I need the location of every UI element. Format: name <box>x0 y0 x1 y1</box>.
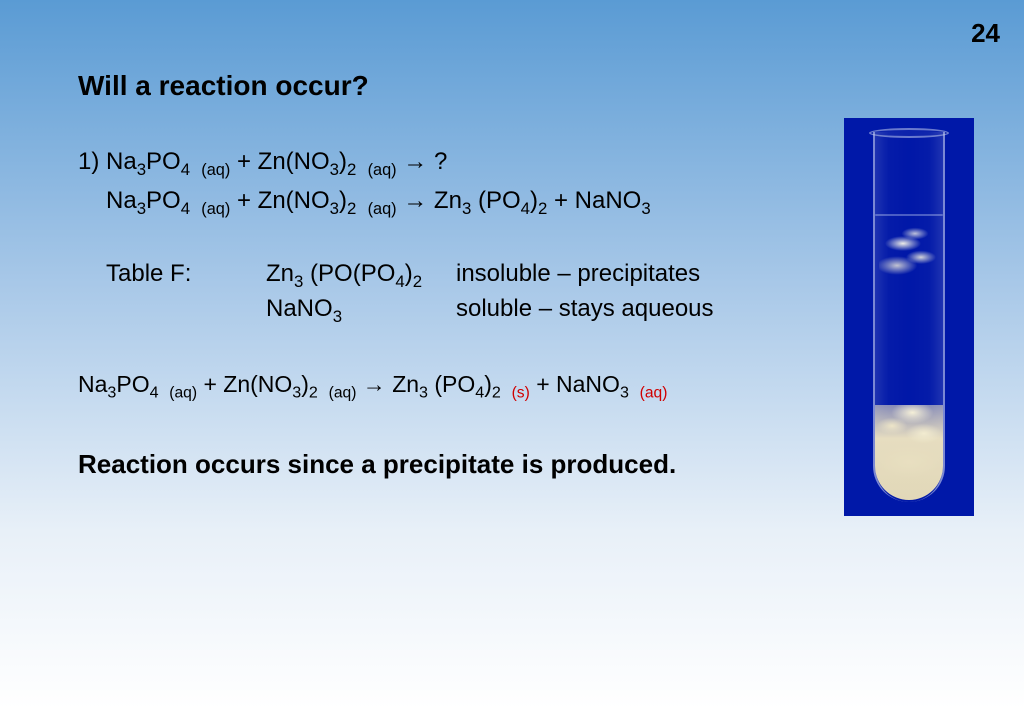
reactant-a2: PO <box>146 187 181 214</box>
eq-number: 1) <box>78 148 99 175</box>
slide-title: Will a reaction occur? <box>78 68 758 104</box>
product-a3: ) <box>484 371 492 397</box>
plus: + <box>237 148 251 175</box>
state-aq: (aq) <box>329 384 357 401</box>
equation-block-1: 1) Na3PO4 (aq) + Zn(NO3)2 (aq) → ? Na3PO… <box>78 146 758 220</box>
sub: 2 <box>347 160 356 179</box>
reactant-a: Na <box>106 148 137 175</box>
sub: 2 <box>538 199 547 218</box>
sub: 4 <box>181 160 190 179</box>
state-aq: (aq) <box>368 200 397 218</box>
sub: 2 <box>413 272 422 291</box>
state-aq: (aq) <box>201 200 230 218</box>
table-f-label-empty <box>106 293 266 328</box>
qmark: ? <box>434 148 447 175</box>
product-a3: ) <box>530 187 538 214</box>
test-tube-image <box>844 118 974 516</box>
reactant-b: Zn(NO <box>223 371 292 397</box>
conclusion: Reaction occurs since a precipitate is p… <box>78 448 758 482</box>
sub: 3 <box>294 272 303 291</box>
product-b: NaNO <box>556 371 620 397</box>
tube-rim <box>869 128 949 138</box>
arrow-icon: → <box>363 371 386 397</box>
reactant-b2: ) <box>339 148 347 175</box>
liquid-surface <box>875 214 943 216</box>
sub: 4 <box>475 383 484 401</box>
reactant-b2: ) <box>339 187 347 214</box>
table-f-block: Table F: Zn3 (PO(PO4)2 insoluble – preci… <box>78 258 758 327</box>
state-aq: (aq) <box>368 161 397 179</box>
slide-content: Will a reaction occur? 1) Na3PO4 (aq) + … <box>78 68 758 481</box>
state-aq: (aq) <box>169 384 197 401</box>
plus: + <box>237 187 251 214</box>
product-a2: (PO <box>434 371 475 397</box>
sub: 4 <box>395 272 404 291</box>
reactant-a2: PO <box>116 371 149 397</box>
sub: 3 <box>641 199 650 218</box>
sub: 4 <box>521 199 530 218</box>
reactant-b: Zn(NO <box>258 148 330 175</box>
comp2: (PO <box>353 260 396 287</box>
state-aq: (aq) <box>201 161 230 179</box>
plus: + <box>203 371 216 397</box>
precipitate-solid <box>875 405 943 500</box>
equation-2: Na3PO4 (aq) + Zn(NO3)2 (aq) → Zn3 (PO4)2… <box>78 185 758 220</box>
equation-1: 1) Na3PO4 (aq) + Zn(NO3)2 (aq) → ? <box>78 146 758 181</box>
sub: 2 <box>347 199 356 218</box>
reactant-b2: ) <box>301 371 309 397</box>
product-a: Zn <box>434 187 462 214</box>
sub: 4 <box>150 383 159 401</box>
reactant-a2: PO <box>146 148 181 175</box>
sub: 3 <box>137 160 146 179</box>
reactant-a: Na <box>78 371 107 397</box>
slide-number: 24 <box>971 18 1000 49</box>
test-tube <box>873 132 945 502</box>
reactant-a: Na <box>106 187 137 214</box>
sub: 3 <box>330 160 339 179</box>
table-f-compound: Zn3 (PO(PO4)2 <box>266 258 456 293</box>
reactant-b: Zn(NO <box>258 187 330 214</box>
precipitate-cloud <box>879 227 939 282</box>
product-a2: (PO <box>478 187 521 214</box>
state-aq: (aq) <box>640 384 668 401</box>
comp: Zn <box>266 260 294 287</box>
comp2: (PO <box>310 260 353 287</box>
sub: 3 <box>620 383 629 401</box>
sub: 3 <box>419 383 428 401</box>
sub: 3 <box>137 199 146 218</box>
state-s: (s) <box>512 384 530 401</box>
sub: 2 <box>309 383 318 401</box>
plus: + <box>554 187 568 214</box>
sub: 3 <box>333 307 342 326</box>
table-f-desc: soluble – stays aqueous <box>456 293 758 328</box>
sub: 3 <box>462 199 471 218</box>
plus: + <box>536 371 549 397</box>
product-b: NaNO <box>575 187 642 214</box>
table-f-desc: insoluble – precipitates <box>456 258 758 293</box>
table-f-row-2: NaNO3 soluble – stays aqueous <box>78 293 758 328</box>
comp: NaNO <box>266 295 333 322</box>
sub: 2 <box>492 383 501 401</box>
table-f-compound: NaNO3 <box>266 293 456 328</box>
product-a: Zn <box>392 371 419 397</box>
comp3: ) <box>405 260 413 287</box>
arrow-icon: → <box>403 148 427 175</box>
table-f-row-1: Table F: Zn3 (PO(PO4)2 insoluble – preci… <box>78 258 758 293</box>
sub: 3 <box>330 199 339 218</box>
table-f-label: Table F: <box>106 258 266 293</box>
arrow-icon: → <box>403 187 427 214</box>
sub: 4 <box>181 199 190 218</box>
sub: 3 <box>292 383 301 401</box>
equation-3: Na3PO4 (aq) + Zn(NO3)2 (aq) → Zn3 (PO4)2… <box>78 370 758 404</box>
